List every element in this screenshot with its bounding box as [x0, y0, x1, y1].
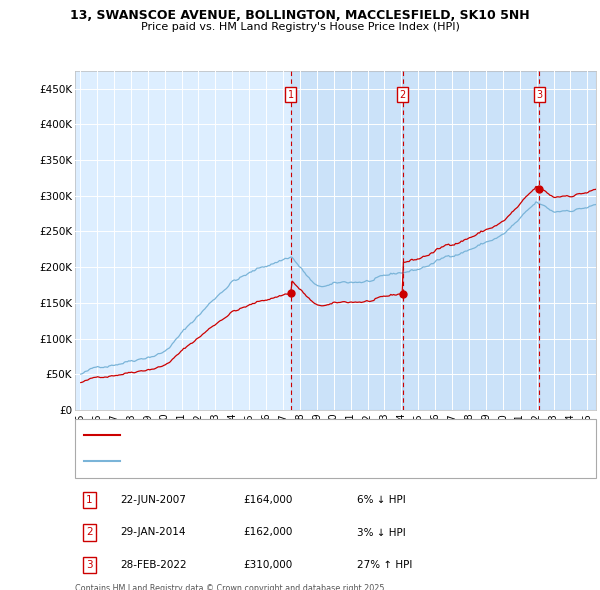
Bar [539, 71, 596, 410]
Bar [291, 71, 403, 410]
Text: 22-JUN-2007: 22-JUN-2007 [120, 495, 186, 505]
Text: HPI: Average price, semi-detached house, Cheshire East: HPI: Average price, semi-detached house,… [126, 457, 369, 466]
Text: 1: 1 [288, 90, 294, 100]
Text: £164,000: £164,000 [243, 495, 292, 505]
Text: 6% ↓ HPI: 6% ↓ HPI [357, 495, 406, 505]
Text: 27% ↑ HPI: 27% ↑ HPI [357, 560, 412, 570]
Text: 3% ↓ HPI: 3% ↓ HPI [357, 527, 406, 537]
Text: 3: 3 [86, 560, 93, 570]
Text: 3: 3 [536, 90, 542, 100]
Text: 29-JAN-2014: 29-JAN-2014 [120, 527, 185, 537]
Text: £310,000: £310,000 [243, 560, 292, 570]
Text: Price paid vs. HM Land Registry's House Price Index (HPI): Price paid vs. HM Land Registry's House … [140, 22, 460, 32]
Text: 1: 1 [86, 495, 93, 505]
Text: Contains HM Land Registry data © Crown copyright and database right 2025.
This d: Contains HM Land Registry data © Crown c… [75, 584, 387, 590]
Bar [403, 71, 539, 410]
Text: 13, SWANSCOE AVENUE, BOLLINGTON, MACCLESFIELD, SK10 5NH: 13, SWANSCOE AVENUE, BOLLINGTON, MACCLES… [70, 9, 530, 22]
Text: 13, SWANSCOE AVENUE, BOLLINGTON, MACCLESFIELD, SK10 5NH (semi-detached house): 13, SWANSCOE AVENUE, BOLLINGTON, MACCLES… [126, 431, 514, 440]
Text: 28-FEB-2022: 28-FEB-2022 [120, 560, 187, 570]
Text: 2: 2 [86, 527, 93, 537]
Text: £162,000: £162,000 [243, 527, 292, 537]
Text: 2: 2 [400, 90, 406, 100]
